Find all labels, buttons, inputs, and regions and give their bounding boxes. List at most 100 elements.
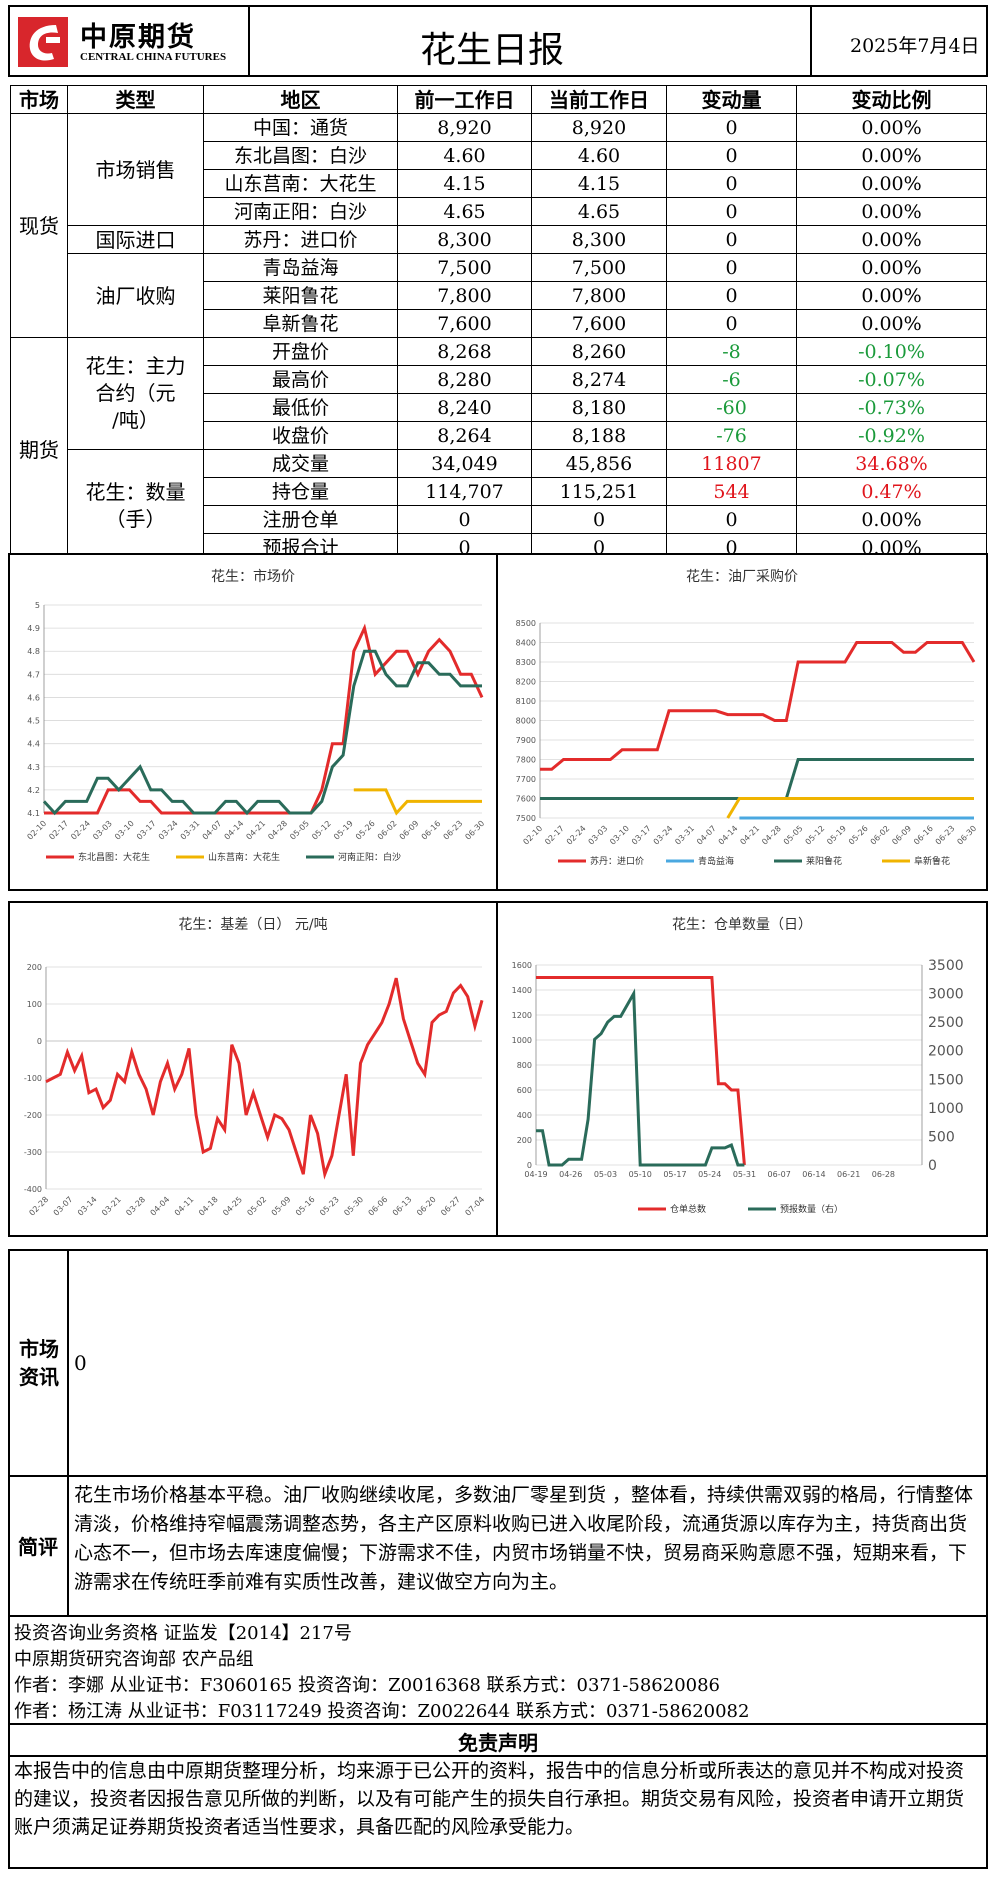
contract-line: 合约（元 — [95, 381, 176, 405]
chart-basis: 花生：基差（日） 元/吨 -400 -300 -200 -100 0 100 200 02-28… — [8, 901, 498, 1237]
x-tick-label: 04-26 — [559, 1170, 582, 1179]
region-cell: 中国：通货 — [203, 113, 398, 142]
region-cell: 河南正阳：白沙 — [203, 197, 398, 226]
chart-oil-mill-price: 花生：油厂采购价 7500 7600 7700 7800 7900 8000 8100 8200… — [496, 553, 988, 891]
x-tick-label: 06-20 — [415, 1195, 438, 1218]
price-table: 市场 类型 地区 前一工作日 当前工作日 变动量 变动比例 现货 市场销售 中国… — [10, 85, 987, 562]
report-date: 2025年7月4日 — [850, 35, 980, 57]
col-header-change: 变动量 — [666, 85, 797, 114]
y-right-tick-label: 2500 — [928, 1015, 964, 1031]
x-tick-label: 04-25 — [221, 1195, 244, 1218]
series-line — [353, 788, 482, 816]
chg-cell: 0 — [666, 505, 797, 534]
y-tick-label: 4.8 — [27, 647, 40, 656]
prev-cell: 8,300 — [397, 225, 532, 254]
prev-cell: 7,500 — [397, 253, 532, 282]
x-tick-label: 04-14 — [223, 819, 246, 842]
prev-cell: 8,280 — [397, 365, 532, 394]
prev-cell: 0 — [397, 505, 532, 534]
legend-label: 青岛益海 — [698, 855, 734, 867]
y-tick-label: 8300 — [516, 658, 536, 667]
pct-cell: 0.47% — [796, 477, 987, 506]
logo-chinese-name: 中原期货 — [80, 22, 196, 53]
y-right-tick-label: 3000 — [928, 987, 964, 1003]
y-right-tick-label: 500 — [928, 1129, 955, 1145]
x-tick-label: 02-10 — [521, 824, 544, 847]
chg-cell: 0 — [666, 113, 797, 142]
cur-cell: 115,251 — [531, 477, 667, 506]
market-info-label: 市场资讯 — [19, 1337, 59, 1389]
chg-cell: 0 — [666, 197, 797, 226]
x-tick-label: 03-14 — [76, 1195, 99, 1218]
y-right-tick-label: 1500 — [928, 1072, 964, 1088]
table-row: 最低价 8,240 8,180 -60 -0.73% — [11, 393, 987, 422]
col-header-cur: 当前工作日 — [531, 85, 667, 114]
y-tick-label: 8400 — [516, 639, 536, 648]
cur-cell: 8,920 — [531, 113, 667, 142]
type-import: 国际进口 — [67, 225, 204, 254]
x-tick-label: 06-21 — [837, 1170, 860, 1179]
report-header: 中原期货 CENTRAL CHINA FUTURES 花生日报 2025年7月4… — [8, 5, 988, 77]
x-tick-label: 06-28 — [872, 1170, 895, 1179]
cur-cell: 8,180 — [531, 393, 667, 422]
x-tick-label: 06-13 — [391, 1195, 414, 1218]
contract-line: /吨） — [112, 408, 159, 432]
y-tick-label: 7900 — [516, 736, 536, 745]
legend-label: 预报数量（右） — [780, 1203, 843, 1215]
x-tick-label: 02-17 — [543, 824, 566, 847]
series-line — [42, 649, 482, 816]
x-tick-label: 05-17 — [663, 1170, 686, 1179]
chg-cell: -6 — [666, 365, 797, 394]
x-tick-label: 05-05 — [782, 824, 805, 847]
x-tick-label: 02-24 — [69, 819, 92, 842]
x-tick-label: 06-23 — [442, 819, 465, 842]
cur-cell: 7,600 — [531, 309, 667, 338]
pct-cell: 34.68% — [796, 449, 987, 478]
prev-cell: 4.15 — [397, 169, 532, 198]
type-sales: 市场销售 — [67, 113, 204, 226]
y-tick-label: 4.1 — [27, 809, 40, 818]
col-header-region: 地区 — [203, 85, 398, 114]
y-tick-label: 5 — [35, 601, 40, 610]
chg-cell: 544 — [666, 477, 797, 506]
x-tick-label: 06-30 — [955, 824, 978, 847]
x-tick-label: 04-04 — [149, 1195, 172, 1218]
author-line-1: 作者：李娜 从业证书：F3060165 投资咨询：Z0016368 联系方式：0… — [14, 1675, 720, 1696]
x-tick-label: 02-10 — [25, 819, 48, 842]
x-tick-label: 05-03 — [594, 1170, 617, 1179]
x-tick-label: 03-21 — [100, 1195, 123, 1218]
pct-cell: 0.00% — [796, 169, 987, 198]
series-line — [45, 977, 484, 1180]
x-tick-label: 06-27 — [439, 1195, 462, 1218]
region-cell: 最低价 — [203, 393, 398, 422]
y-tick-label: 200 — [517, 1136, 532, 1145]
table-row: 山东莒南：大花生 4.15 4.15 0 0.00% — [11, 169, 987, 198]
table-row: 花生：数量 （手） 成交量 34,049 45,856 11807 34.68% — [11, 449, 987, 562]
footer-info: 投资咨询业务资格 证监发【2014】217号 中原期货研究咨询部 农产品组 作者… — [8, 1615, 988, 1729]
col-header-type: 类型 — [67, 85, 204, 114]
prev-cell: 7,800 — [397, 281, 532, 310]
y-tick-label: 7600 — [516, 795, 536, 804]
logo-mark-icon — [18, 17, 68, 67]
pct-cell: -0.07% — [796, 365, 987, 394]
x-tick-label: 04-28 — [266, 819, 289, 842]
region-cell: 开盘价 — [203, 337, 398, 366]
report-title: 花生日报 — [420, 30, 565, 71]
cur-cell: 7,800 — [531, 281, 667, 310]
x-tick-label: 03-31 — [179, 819, 202, 842]
y-tick-label: 4.9 — [27, 624, 40, 633]
table-header-row: 市场 类型 地区 前一工作日 当前工作日 变动量 变动比例 — [10, 85, 987, 114]
legend-label: 阜新鲁花 — [914, 855, 950, 867]
region-cell: 收盘价 — [203, 421, 398, 450]
col-header-pct: 变动比例 — [796, 85, 987, 114]
cur-cell: 7,500 — [531, 253, 667, 282]
y-tick-label: 100 — [27, 1000, 42, 1009]
region-cell: 最高价 — [203, 365, 398, 394]
market-futures: 期货 — [10, 337, 68, 562]
chg-cell: -8 — [666, 337, 797, 366]
x-tick-label: 04-14 — [717, 824, 740, 847]
chg-cell: 0 — [666, 253, 797, 282]
type-contract: 花生：主力 合约（元 /吨） — [67, 337, 204, 450]
table-row: 河南正阳：白沙 4.65 4.65 0 0.00% — [11, 197, 987, 226]
